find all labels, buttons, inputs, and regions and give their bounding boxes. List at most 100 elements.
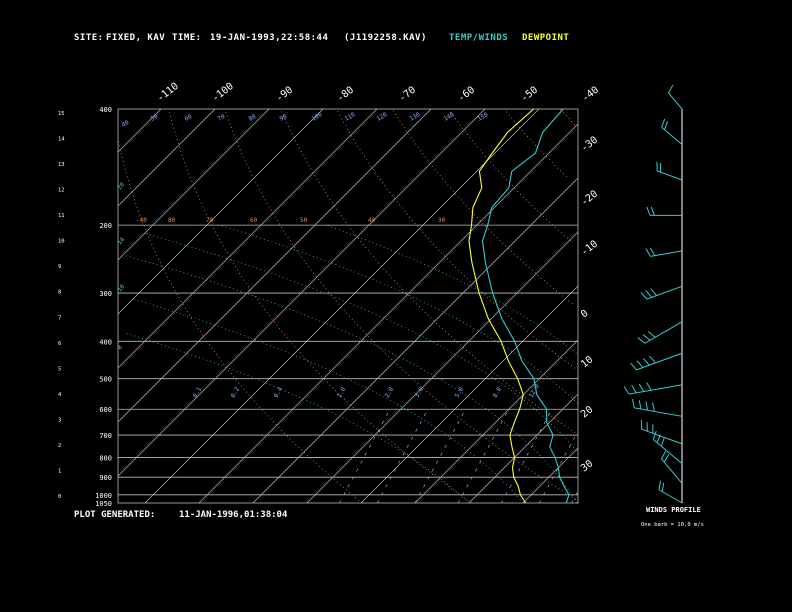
isotherm-line (414, 339, 579, 504)
isotherm-label-top: -110 (155, 81, 181, 105)
pressure-label: 700 (99, 432, 112, 440)
dry-adiabat-label: 70 (206, 217, 214, 224)
dry-adiabat-label: 60 (250, 217, 258, 224)
wind-barb-flag (647, 331, 656, 338)
wind-barb (636, 352, 683, 371)
pressure-label: 1050 (95, 500, 112, 508)
wind-barb-flag (642, 334, 651, 341)
axis-labels: 4002003004005006007008009001000105015141… (58, 81, 601, 508)
height-label: 2 (58, 443, 61, 449)
theta-label: 40 (121, 119, 131, 129)
dry-adiabat-line (559, 108, 576, 126)
plot-generated-value: 11-JAN-1996,01:38:04 (179, 510, 288, 520)
mixing-ratio-label: 2.0 (384, 386, 396, 399)
mixing-ratio-line (339, 409, 391, 504)
wind-barb (644, 321, 683, 344)
pressure-label: 400 (99, 106, 112, 114)
theta-label: 140 (443, 111, 456, 123)
isotherm-line (198, 123, 579, 504)
winds-barb-note: One barb = 10.0 m/s (641, 522, 704, 528)
mixing-ratio-label: 12.0 (528, 383, 541, 399)
theta-label: 80 (248, 113, 258, 123)
time-value: 19-JAN-1993,22:58:44 (210, 33, 329, 43)
wind-barb-flag (652, 402, 655, 412)
wind-barb-flag (646, 382, 652, 391)
height-label: 0 (58, 494, 61, 500)
wind-barb-flag (638, 400, 642, 410)
mixing-ratio-label: 5.0 (454, 386, 466, 399)
dry-adiabat-line (168, 108, 472, 504)
wind-barb-flag (645, 248, 651, 257)
theta-label: 150 (477, 111, 490, 123)
wind-barb-flag (636, 360, 644, 368)
dry-adiabat-label: 40 (368, 217, 376, 224)
moist-adiabat-line (131, 298, 524, 504)
dry-adiabat-line (280, 108, 576, 433)
mixing-ratio-label: 0.4 (273, 386, 285, 399)
isotherm-line (468, 393, 579, 504)
wind-barb (661, 127, 683, 145)
wind-barb (628, 384, 683, 395)
isotherm-line (117, 108, 324, 315)
wind-barb (668, 92, 683, 110)
isotherm-label-right: 0 (579, 308, 591, 320)
isotherm-label-top: -50 (519, 85, 540, 105)
plot-generated-label: PLOT GENERATED: (74, 510, 156, 520)
pressure-label: 600 (99, 406, 112, 414)
height-label: 12 (58, 188, 65, 194)
moist-adiabat-line (124, 332, 470, 504)
height-label: 7 (58, 315, 61, 321)
wind-barb-flag (661, 118, 666, 128)
pressure-label: 1000 (95, 492, 112, 500)
wind-barb-flag (623, 386, 630, 395)
isotherm-label-top: -90 (274, 85, 295, 105)
mixing-ratio-line (571, 490, 579, 504)
theta-label: 60 (184, 113, 194, 123)
mixing-ratio-lines (339, 409, 579, 504)
legend-dewpoint: DEWPOINT (522, 33, 570, 43)
isotherm-line (117, 108, 216, 207)
mixing-ratio-label: 0.1 (192, 386, 204, 399)
wind-barb-flag (637, 337, 646, 344)
wind-barb-flag (650, 288, 658, 296)
dry-adiabat-line (447, 108, 571, 242)
wind-barb-flag (649, 355, 656, 364)
wind-barb-flag (660, 437, 665, 447)
isotherm-label-top: -80 (335, 85, 356, 105)
isotherm-label-right: 10 (579, 354, 595, 370)
height-label: 15 (58, 111, 65, 117)
theta-label: 50 (150, 113, 160, 123)
wind-barb (661, 458, 683, 484)
isotherm-label-right: 20 (579, 404, 595, 420)
isotherm-label-right: -10 (579, 239, 600, 259)
wind-barb-flag (664, 121, 668, 130)
pressure-label: 900 (99, 474, 112, 482)
moist-adiabat-label: 20 (116, 181, 126, 191)
site-label: SITE: (74, 33, 104, 43)
moist-adiabat-lines (124, 224, 578, 504)
wind-profile (623, 84, 683, 504)
mixing-ratio-line (376, 409, 429, 504)
pressure-label: 800 (99, 454, 112, 462)
wind-barb (658, 489, 683, 504)
isotherm-line (306, 231, 579, 504)
mixing-ratio-label: 0.2 (230, 386, 242, 399)
theta-label: 70 (217, 113, 227, 123)
isotherm-line (360, 285, 579, 504)
wind-barb-flag (668, 84, 674, 94)
wind-barb-flag (631, 384, 637, 394)
wind-barb-flag (663, 454, 670, 463)
isotherm-label-top: -40 (580, 85, 601, 105)
theta-label: 90 (279, 113, 289, 123)
height-label: 6 (58, 341, 61, 347)
wind-barb-flag (638, 383, 645, 392)
isotherm-label-top: -60 (456, 85, 477, 105)
wind-barb-flag (630, 362, 637, 371)
moist-adiabat-label: 8 (116, 344, 124, 352)
wind-barb-flag (645, 290, 653, 298)
wind-barb-flag (652, 430, 657, 440)
height-label: 4 (58, 392, 62, 398)
dry-adiabat-label: -40 (136, 217, 147, 224)
isotherm-line (522, 447, 579, 504)
plot-frame (117, 108, 579, 504)
